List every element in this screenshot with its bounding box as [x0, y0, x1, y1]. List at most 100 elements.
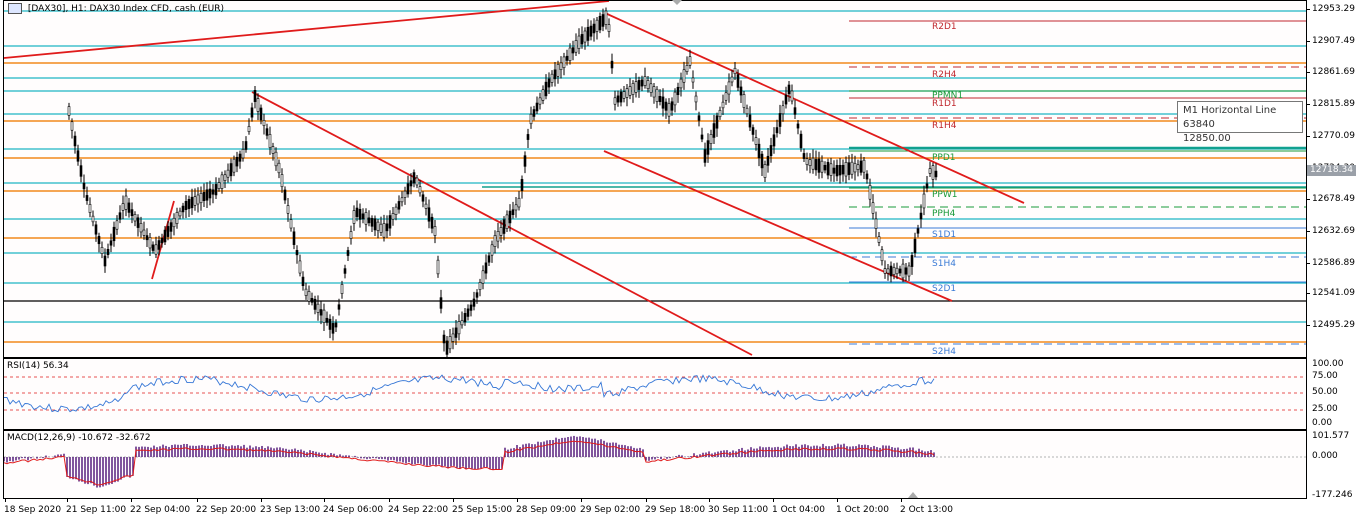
candle-body — [580, 34, 584, 45]
candle-body — [190, 196, 194, 209]
candle-body — [439, 297, 443, 309]
candle-body — [577, 35, 581, 49]
candle-body — [595, 19, 599, 32]
candle-body — [739, 86, 743, 96]
candle-body — [400, 197, 404, 203]
candle-body — [67, 106, 71, 116]
candle-body — [178, 210, 182, 217]
chart-header: [DAX30], H1: DAX30 Index CFD, cash (EUR) — [8, 3, 224, 14]
pivot-label-r1h4: R1H4 — [932, 121, 957, 131]
price-tick-label: 12495.29 — [1312, 320, 1355, 330]
candle-body — [334, 322, 338, 328]
chart-menu-icon[interactable] — [8, 3, 22, 14]
candle-body — [214, 184, 218, 196]
candle-body — [694, 95, 698, 103]
pivot-label-r1d1: R1D1 — [932, 99, 957, 109]
candle-body — [799, 133, 803, 149]
rsi-tick-label: 25.00 — [1312, 404, 1338, 414]
candle-body — [547, 78, 551, 88]
candle-body — [199, 192, 203, 204]
time-axis-label: 29 Sep 18:00 — [645, 505, 706, 515]
candle-body — [85, 195, 89, 201]
candle-body — [352, 210, 356, 224]
candle-body — [751, 127, 755, 135]
macd-scale: 101.577 0.000 -177.246 — [1306, 430, 1366, 500]
rsi-tick-label: 75.00 — [1312, 371, 1338, 381]
candle-body — [661, 96, 665, 109]
macd-tick-label: 0.000 — [1312, 451, 1338, 461]
candle-body — [721, 101, 725, 109]
candle-body — [271, 146, 275, 154]
candle-body — [463, 313, 467, 323]
candle-body — [217, 182, 221, 189]
macd-pane[interactable]: MACD(12,26,9) -10.672 -32.672 — [3, 430, 1307, 499]
candle-body — [766, 155, 770, 166]
candle-body — [184, 201, 188, 210]
current-price-tag: 12718.34 — [1307, 165, 1356, 176]
candle-body — [436, 259, 440, 275]
candle-body — [787, 84, 791, 95]
candle-body — [76, 150, 80, 162]
rsi-pane[interactable]: RSI(14) 56.34 — [3, 358, 1307, 430]
candle-body — [472, 298, 476, 307]
candle-body — [502, 219, 506, 234]
time-tick — [837, 498, 838, 502]
candle-body — [889, 265, 893, 277]
candle-body — [769, 145, 773, 157]
rsi-line — [4, 374, 935, 413]
candle-body — [895, 267, 899, 275]
candle-body — [115, 220, 119, 230]
pivot-label-s2h4: S2H4 — [932, 347, 956, 357]
chart-symbol-title: [DAX30], H1: DAX30 Index CFD, cash (EUR) — [27, 4, 224, 14]
time-axis-label: 21 Sep 11:00 — [66, 505, 127, 515]
candle-body — [754, 137, 758, 145]
candle-body — [544, 81, 548, 97]
candle-body — [913, 238, 917, 254]
price-tick-label: 12907.49 — [1312, 36, 1355, 46]
pivot-label-s1d1: S1D1 — [932, 230, 957, 240]
candle-body — [316, 303, 320, 313]
candle-body — [346, 250, 350, 256]
candle-body — [112, 226, 116, 242]
time-tick — [5, 498, 6, 502]
candle-body — [484, 262, 488, 274]
candle-body — [634, 81, 638, 93]
candle-body — [700, 134, 704, 140]
candle-body — [724, 92, 728, 101]
candle-body — [886, 268, 890, 274]
candle-body — [892, 267, 896, 275]
chart-end-marker[interactable] — [908, 492, 918, 498]
time-tick — [773, 498, 774, 502]
candle-body — [775, 127, 779, 134]
candle-body — [127, 202, 131, 213]
candle-body — [133, 214, 137, 222]
rsi-tick-label: 50.00 — [1312, 387, 1338, 397]
macd-label: MACD(12,26,9) -10.672 -32.672 — [7, 433, 151, 443]
candle-body — [685, 65, 689, 72]
candle-body — [829, 163, 833, 176]
candle-body — [790, 90, 794, 102]
candle-body — [562, 56, 566, 69]
tooltip-line-value: 12850.00 — [1183, 133, 1231, 144]
candle-body — [370, 218, 374, 227]
price-pane[interactable]: [DAX30], H1: DAX30 Index CFD, cash (EUR) — [3, 0, 1307, 358]
candle-body — [835, 165, 839, 177]
candle-body — [328, 318, 332, 330]
candle-body — [922, 193, 926, 209]
candle-body — [490, 244, 494, 256]
candle-body — [550, 73, 554, 83]
candle-body — [103, 255, 107, 267]
candle-body — [301, 276, 305, 287]
candle-body — [907, 265, 911, 277]
candle-body — [451, 333, 455, 342]
candle-body — [307, 291, 311, 302]
candle-body — [625, 88, 629, 98]
chart-shift-marker[interactable] — [672, 0, 682, 5]
candle-body — [376, 221, 380, 231]
pivot-label-s2d1: S2D1 — [932, 284, 957, 294]
candle-body — [91, 215, 95, 223]
candle-body — [487, 255, 491, 263]
candle-body — [589, 25, 593, 37]
candle-body — [235, 156, 239, 167]
